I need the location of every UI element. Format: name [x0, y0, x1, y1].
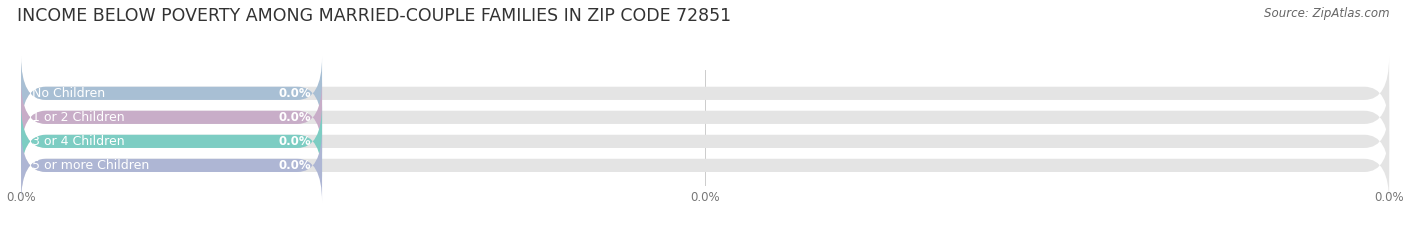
FancyBboxPatch shape [21, 129, 1389, 202]
Text: 0.0%: 0.0% [278, 87, 311, 100]
Text: 0.0%: 0.0% [278, 111, 311, 124]
Text: 0.0%: 0.0% [278, 159, 311, 172]
FancyBboxPatch shape [21, 129, 322, 202]
Text: 5 or more Children: 5 or more Children [32, 159, 149, 172]
FancyBboxPatch shape [21, 81, 322, 154]
FancyBboxPatch shape [21, 105, 322, 178]
Text: 3 or 4 Children: 3 or 4 Children [32, 135, 125, 148]
Text: No Children: No Children [32, 87, 105, 100]
FancyBboxPatch shape [21, 105, 1389, 178]
Text: Source: ZipAtlas.com: Source: ZipAtlas.com [1264, 7, 1389, 20]
Text: INCOME BELOW POVERTY AMONG MARRIED-COUPLE FAMILIES IN ZIP CODE 72851: INCOME BELOW POVERTY AMONG MARRIED-COUPL… [17, 7, 731, 25]
FancyBboxPatch shape [21, 57, 1389, 130]
Text: 0.0%: 0.0% [278, 135, 311, 148]
FancyBboxPatch shape [21, 81, 1389, 154]
Text: 1 or 2 Children: 1 or 2 Children [32, 111, 125, 124]
FancyBboxPatch shape [21, 57, 322, 130]
